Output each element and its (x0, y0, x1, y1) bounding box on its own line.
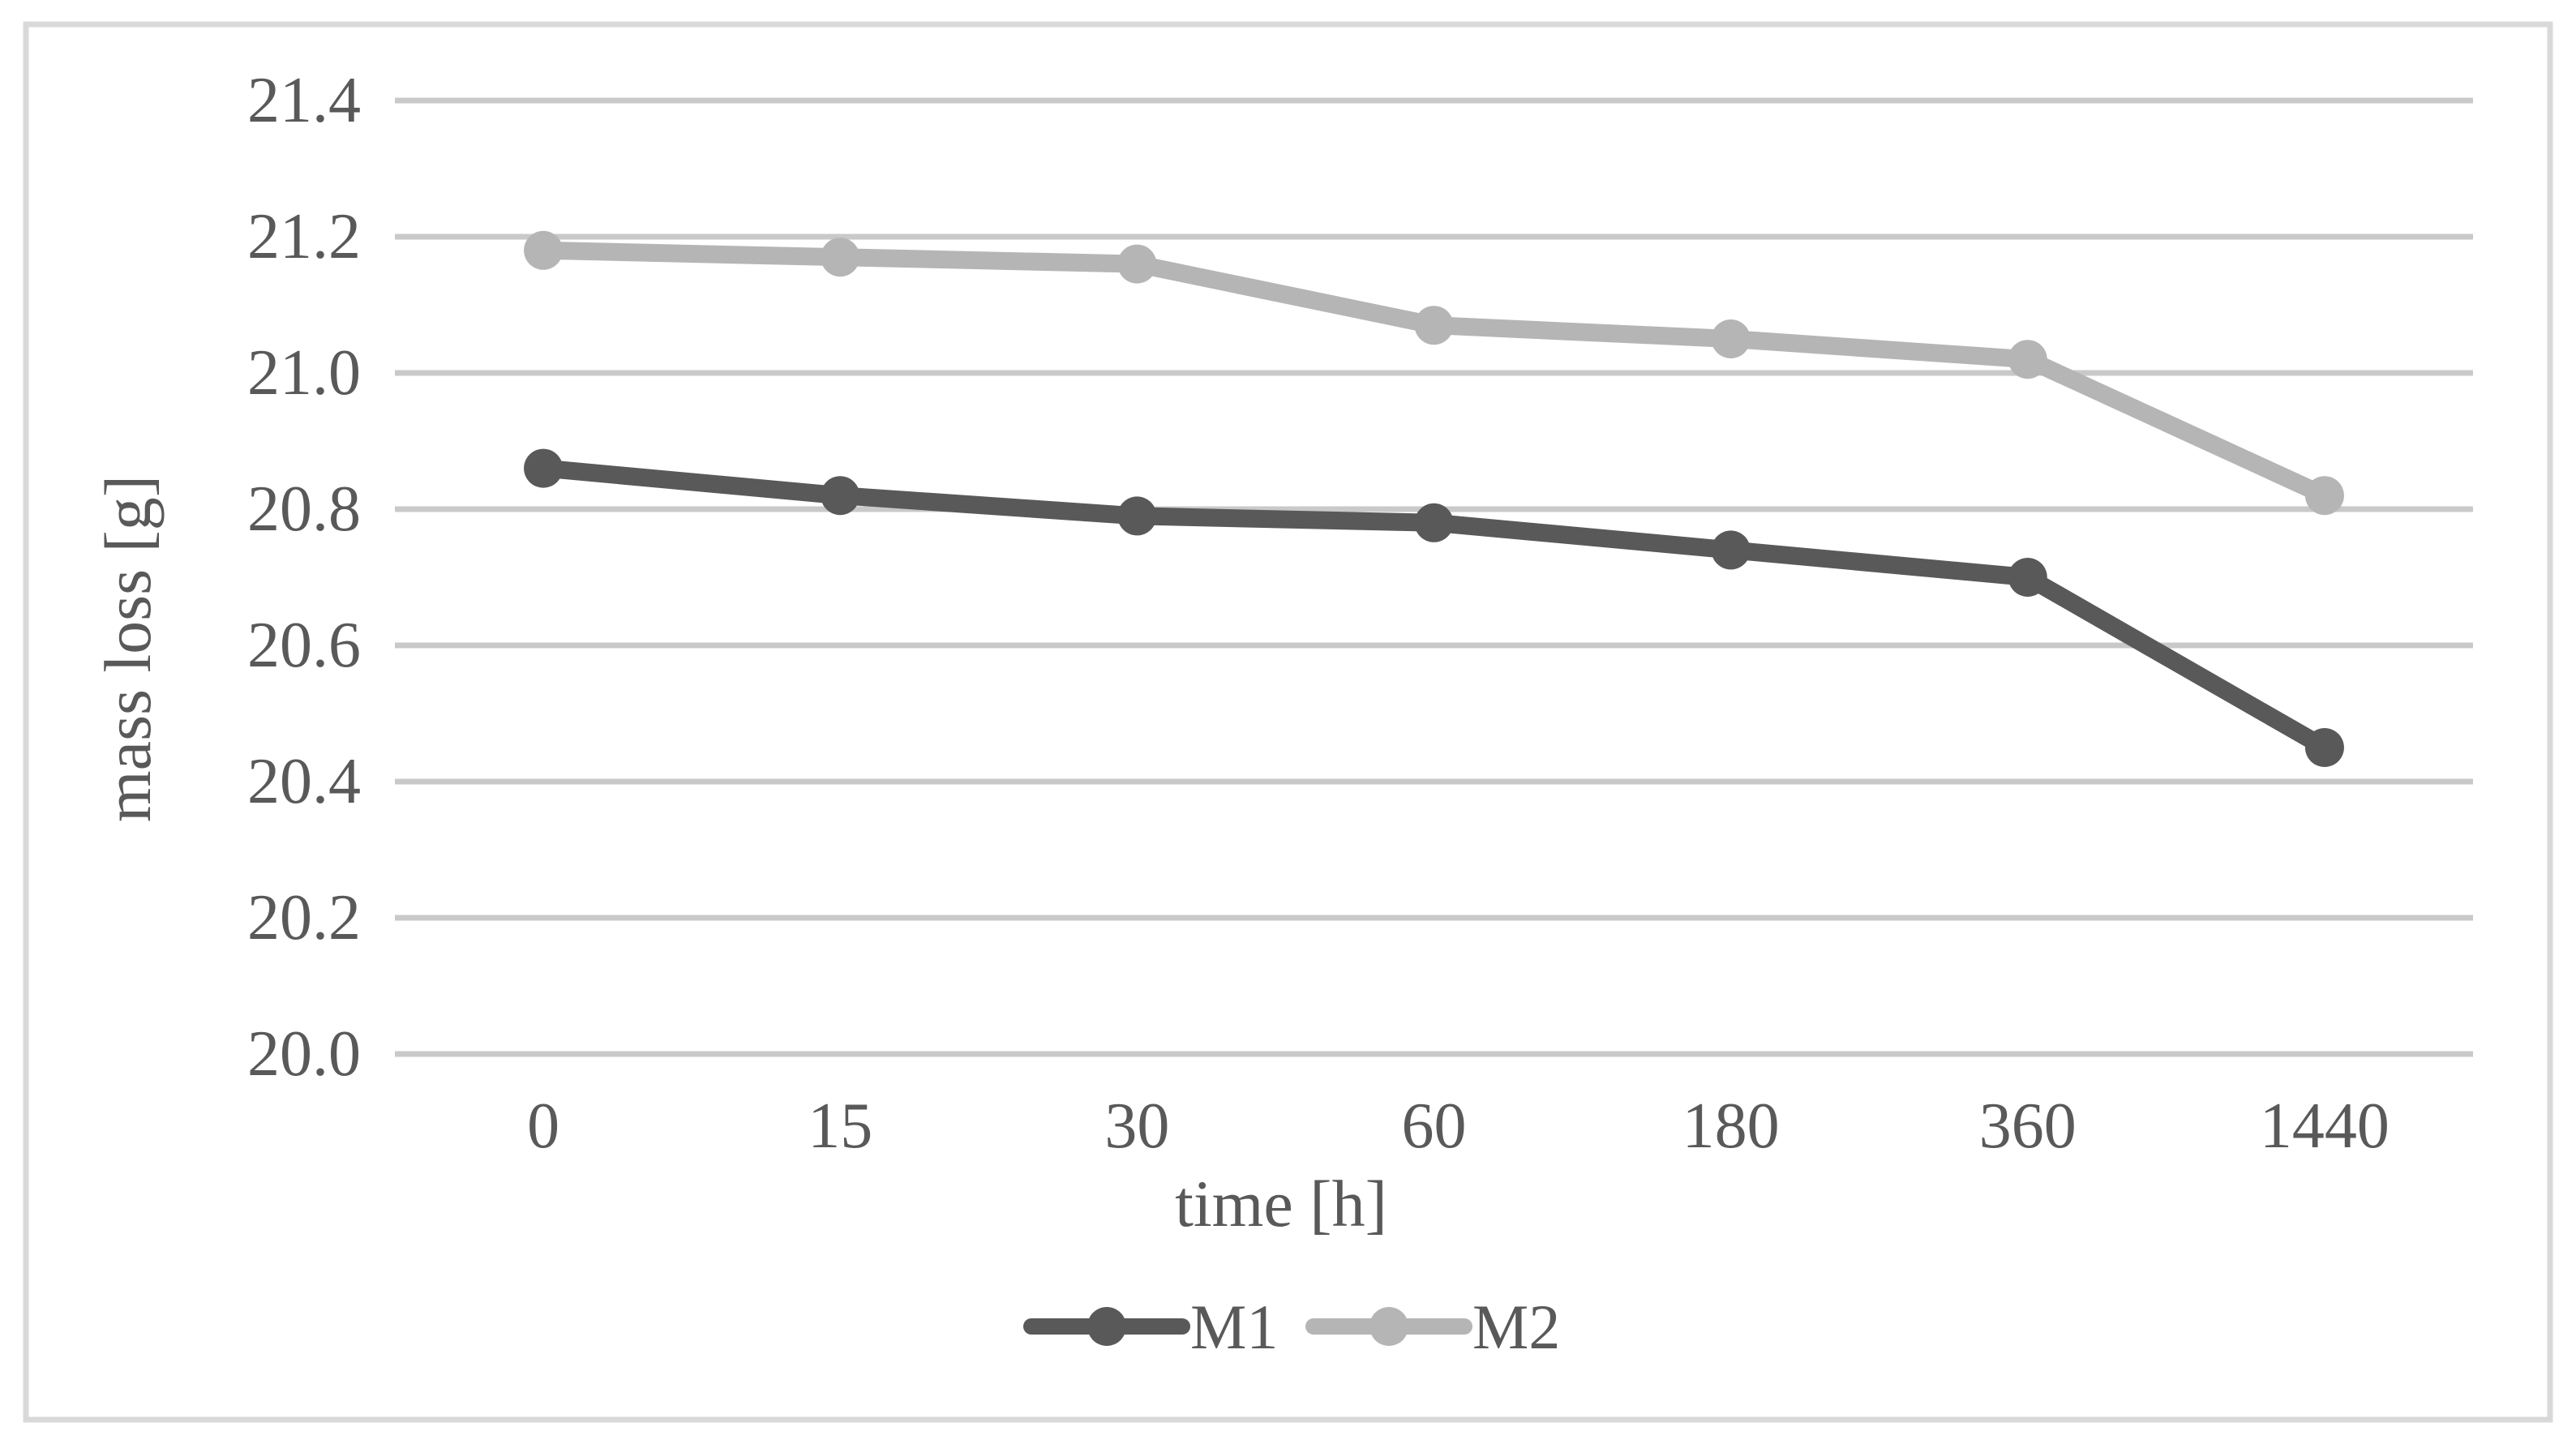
y-tick-label: 20.6 (247, 610, 361, 681)
x-tick-label: 360 (1979, 1090, 2077, 1162)
x-tick-label: 1440 (2260, 1090, 2390, 1162)
y-tick-label: 21.0 (247, 337, 361, 409)
data-point-m2-180 (1711, 319, 1751, 358)
legend-label-m2: M2 (1472, 1292, 1560, 1362)
data-point-m2-60 (1414, 306, 1454, 345)
x-tick-label: 180 (1682, 1090, 1780, 1162)
x-tick-label: 60 (1402, 1090, 1467, 1162)
legend-marker-m2 (1369, 1307, 1408, 1346)
data-point-m1-360 (2008, 558, 2047, 597)
data-point-m2-360 (2008, 340, 2047, 379)
data-series (524, 230, 2344, 767)
x-tick-label: 30 (1104, 1090, 1169, 1162)
data-point-m1-15 (821, 476, 860, 516)
gridlines (395, 97, 2473, 1057)
data-point-m2-1440 (2304, 476, 2344, 516)
y-axis-title: mass loss [g] (91, 475, 165, 822)
y-tick-label: 21.2 (247, 201, 361, 272)
data-point-m2-0 (524, 230, 564, 270)
data-point-m1-60 (1414, 503, 1454, 542)
legend-item-m1: M1 (1023, 1292, 1278, 1362)
data-point-m2-15 (821, 238, 860, 277)
data-point-m1-0 (524, 448, 564, 488)
data-point-m1-180 (1711, 530, 1751, 570)
y-tick-label: 20.2 (247, 882, 361, 953)
legend-item-m2: M2 (1305, 1292, 1560, 1362)
legend: M1 M2 (1023, 1292, 1560, 1362)
x-axis-title: time [h] (1175, 1167, 1387, 1240)
data-point-m2-30 (1117, 244, 1157, 284)
y-tick-label: 20.0 (247, 1018, 361, 1090)
x-tick-label: 0 (527, 1090, 559, 1162)
y-tick-label: 20.4 (247, 746, 361, 817)
chart-border (23, 21, 2553, 1423)
x-tick-label: 15 (808, 1090, 872, 1162)
y-axis-tick-labels: 21.4 21.2 21.0 20.8 20.6 20.4 20.2 20.0 (247, 65, 361, 1090)
data-point-m1-1440 (2304, 728, 2344, 767)
legend-marker-m1 (1087, 1307, 1126, 1346)
legend-label-m1: M1 (1190, 1292, 1278, 1362)
data-point-m1-30 (1117, 496, 1157, 536)
y-tick-label: 20.8 (247, 473, 361, 545)
x-axis-tick-labels: 0 15 30 60 180 360 1440 (527, 1090, 2390, 1162)
y-tick-label: 21.4 (247, 65, 361, 136)
